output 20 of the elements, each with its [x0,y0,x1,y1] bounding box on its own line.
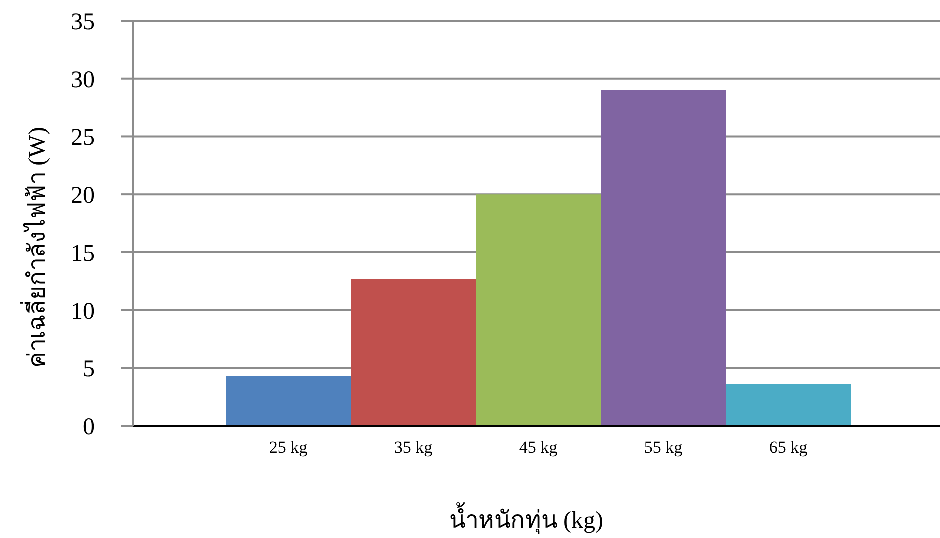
bar [226,376,351,426]
x-tick-label: 25 kg [269,438,308,458]
x-axis-title: น้ำหนักทุ่น (kg) [450,502,604,535]
y-tick-label: 0 [83,414,95,441]
y-tick-label: 30 [71,67,95,94]
x-tick-label: 55 kg [644,438,684,458]
x-tick-label: 35 kg [394,438,434,458]
x-tick-label: 65 kg [769,438,808,458]
bar [476,194,601,426]
y-axis-title: ค่าเฉลี่ยกำลังไฟฟ้า (W) [20,127,51,368]
y-tick-label: 25 [71,125,95,152]
y-tick-label: 5 [83,356,95,383]
y-tick-label: 20 [71,183,95,210]
x-tick-label: 45 kg [519,438,558,458]
y-tick-label: 15 [71,240,95,267]
bar [726,384,851,426]
y-tick-label: 10 [71,298,95,325]
bar [351,279,476,426]
bar [601,90,726,426]
y-tick-label: 35 [71,10,95,36]
